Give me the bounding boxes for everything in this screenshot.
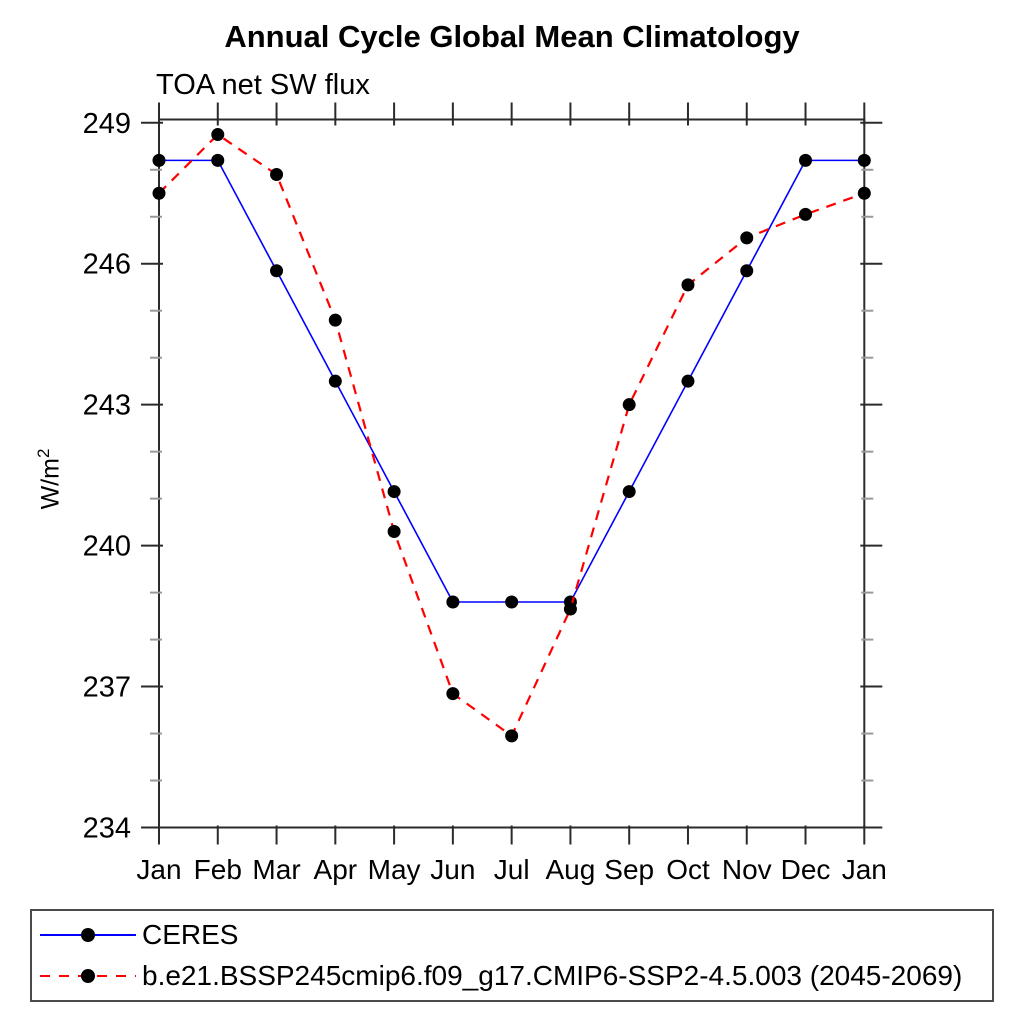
- data-point-cesm2-ssp245: [622, 398, 636, 412]
- data-point-ceres: [505, 595, 519, 609]
- data-point-cesm2-ssp245: [270, 167, 284, 181]
- x-tick-label: Feb: [194, 854, 242, 885]
- y-tick-label: 243: [83, 390, 131, 422]
- x-tick-label: Oct: [666, 854, 710, 885]
- legend-marker-dot: [81, 928, 95, 942]
- data-point-cesm2-ssp245: [857, 186, 871, 200]
- series-line-ceres: [159, 159, 865, 603]
- legend-label-ceres: CERES: [142, 919, 239, 950]
- legend-label-model: b.e21.BSSP245cmip6.f09_g17.CMIP6-SSP2-4.…: [142, 960, 963, 991]
- series-ceres: [152, 153, 871, 609]
- legend: CERES b.e21.BSSP245cmip6.f09_g17.CMIP6-S…: [30, 909, 994, 1002]
- data-point-ceres: [799, 153, 813, 167]
- data-point-cesm2-ssp245: [799, 207, 813, 221]
- data-point-cesm2-ssp245: [740, 231, 754, 245]
- x-tick-label: Sep: [604, 854, 654, 885]
- data-point-cesm2-ssp245: [328, 313, 342, 327]
- data-point-ceres: [446, 595, 460, 609]
- x-tick-label: Nov: [722, 854, 772, 885]
- legend-item-model: b.e21.BSSP245cmip6.f09_g17.CMIP6-SSP2-4.…: [38, 957, 992, 995]
- y-tick-label: 240: [83, 531, 131, 563]
- x-tick-label: Jan: [136, 854, 181, 885]
- chart-subtitle: TOA net SW flux: [156, 69, 370, 101]
- data-point-cesm2-ssp245: [211, 128, 225, 142]
- data-point-ceres: [622, 485, 636, 499]
- legend-sample-model-line: [40, 969, 136, 983]
- plot-frame: [158, 118, 866, 829]
- data-point-cesm2-ssp245: [563, 602, 577, 616]
- y-tick-label: 234: [83, 813, 131, 845]
- data-point-cesm2-ssp245: [387, 525, 401, 539]
- data-point-ceres: [740, 264, 754, 278]
- data-point-cesm2-ssp245: [681, 278, 695, 292]
- x-tick-label: Jun: [430, 854, 475, 885]
- data-point-ceres: [857, 153, 871, 167]
- series-line-cesm2-ssp245: [158, 133, 865, 738]
- data-point-ceres: [152, 153, 166, 167]
- data-point-ceres: [328, 374, 342, 388]
- x-tick-label: Mar: [252, 854, 300, 885]
- data-point-cesm2-ssp245: [152, 186, 166, 200]
- chart-title: Annual Cycle Global Mean Climatology: [224, 19, 800, 54]
- x-tick-label: Jul: [494, 854, 530, 885]
- y-tick-label: 237: [83, 672, 131, 704]
- series-cesm2-ssp245: [152, 128, 871, 743]
- x-tick-label: Aug: [546, 854, 596, 885]
- legend-item-ceres: CERES: [38, 916, 992, 954]
- data-point-cesm2-ssp245: [505, 729, 519, 743]
- x-tick-label: Jan: [842, 854, 887, 885]
- x-axis: Jan Feb Mar Apr May Jun Jul Aug Sep Oct Nov Dec Jan: [136, 102, 887, 885]
- y-tick-label: 246: [83, 249, 131, 281]
- y-axis: 234 237 240 243 246 249: [83, 108, 883, 845]
- data-point-ceres: [270, 264, 284, 278]
- data-point-ceres: [387, 485, 401, 499]
- x-tick-label: May: [368, 854, 421, 885]
- y-tick-label: 249: [83, 108, 131, 140]
- data-point-cesm2-ssp245: [446, 687, 460, 701]
- data-point-ceres: [681, 374, 695, 388]
- legend-marker-dot: [81, 969, 95, 983]
- legend-sample-ceres-line: [40, 928, 136, 942]
- data-point-ceres: [211, 153, 225, 167]
- x-tick-label: Apr: [314, 854, 358, 885]
- x-tick-label: Dec: [781, 854, 831, 885]
